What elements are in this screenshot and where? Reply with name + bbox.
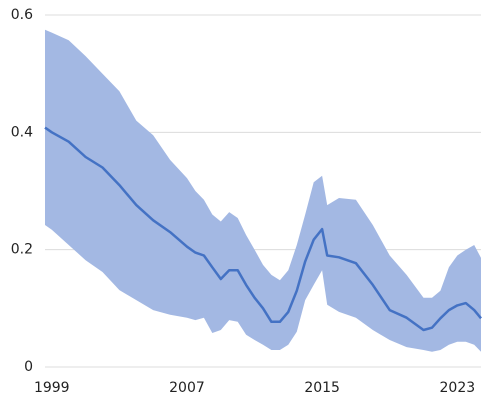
y-tick-label: 0.4 [11,124,33,140]
y-tick-label: 0.2 [11,242,33,258]
y-tick-label: 0.6 [11,7,33,23]
x-tick-label: 2023 [440,380,476,396]
confidence-band [45,29,481,352]
x-tick-label: 1999 [34,380,70,396]
x-tick-label: 2007 [169,380,205,396]
x-tick-label: 2015 [304,380,340,396]
line [44,126,482,332]
y-tick-label: 0 [24,359,33,375]
